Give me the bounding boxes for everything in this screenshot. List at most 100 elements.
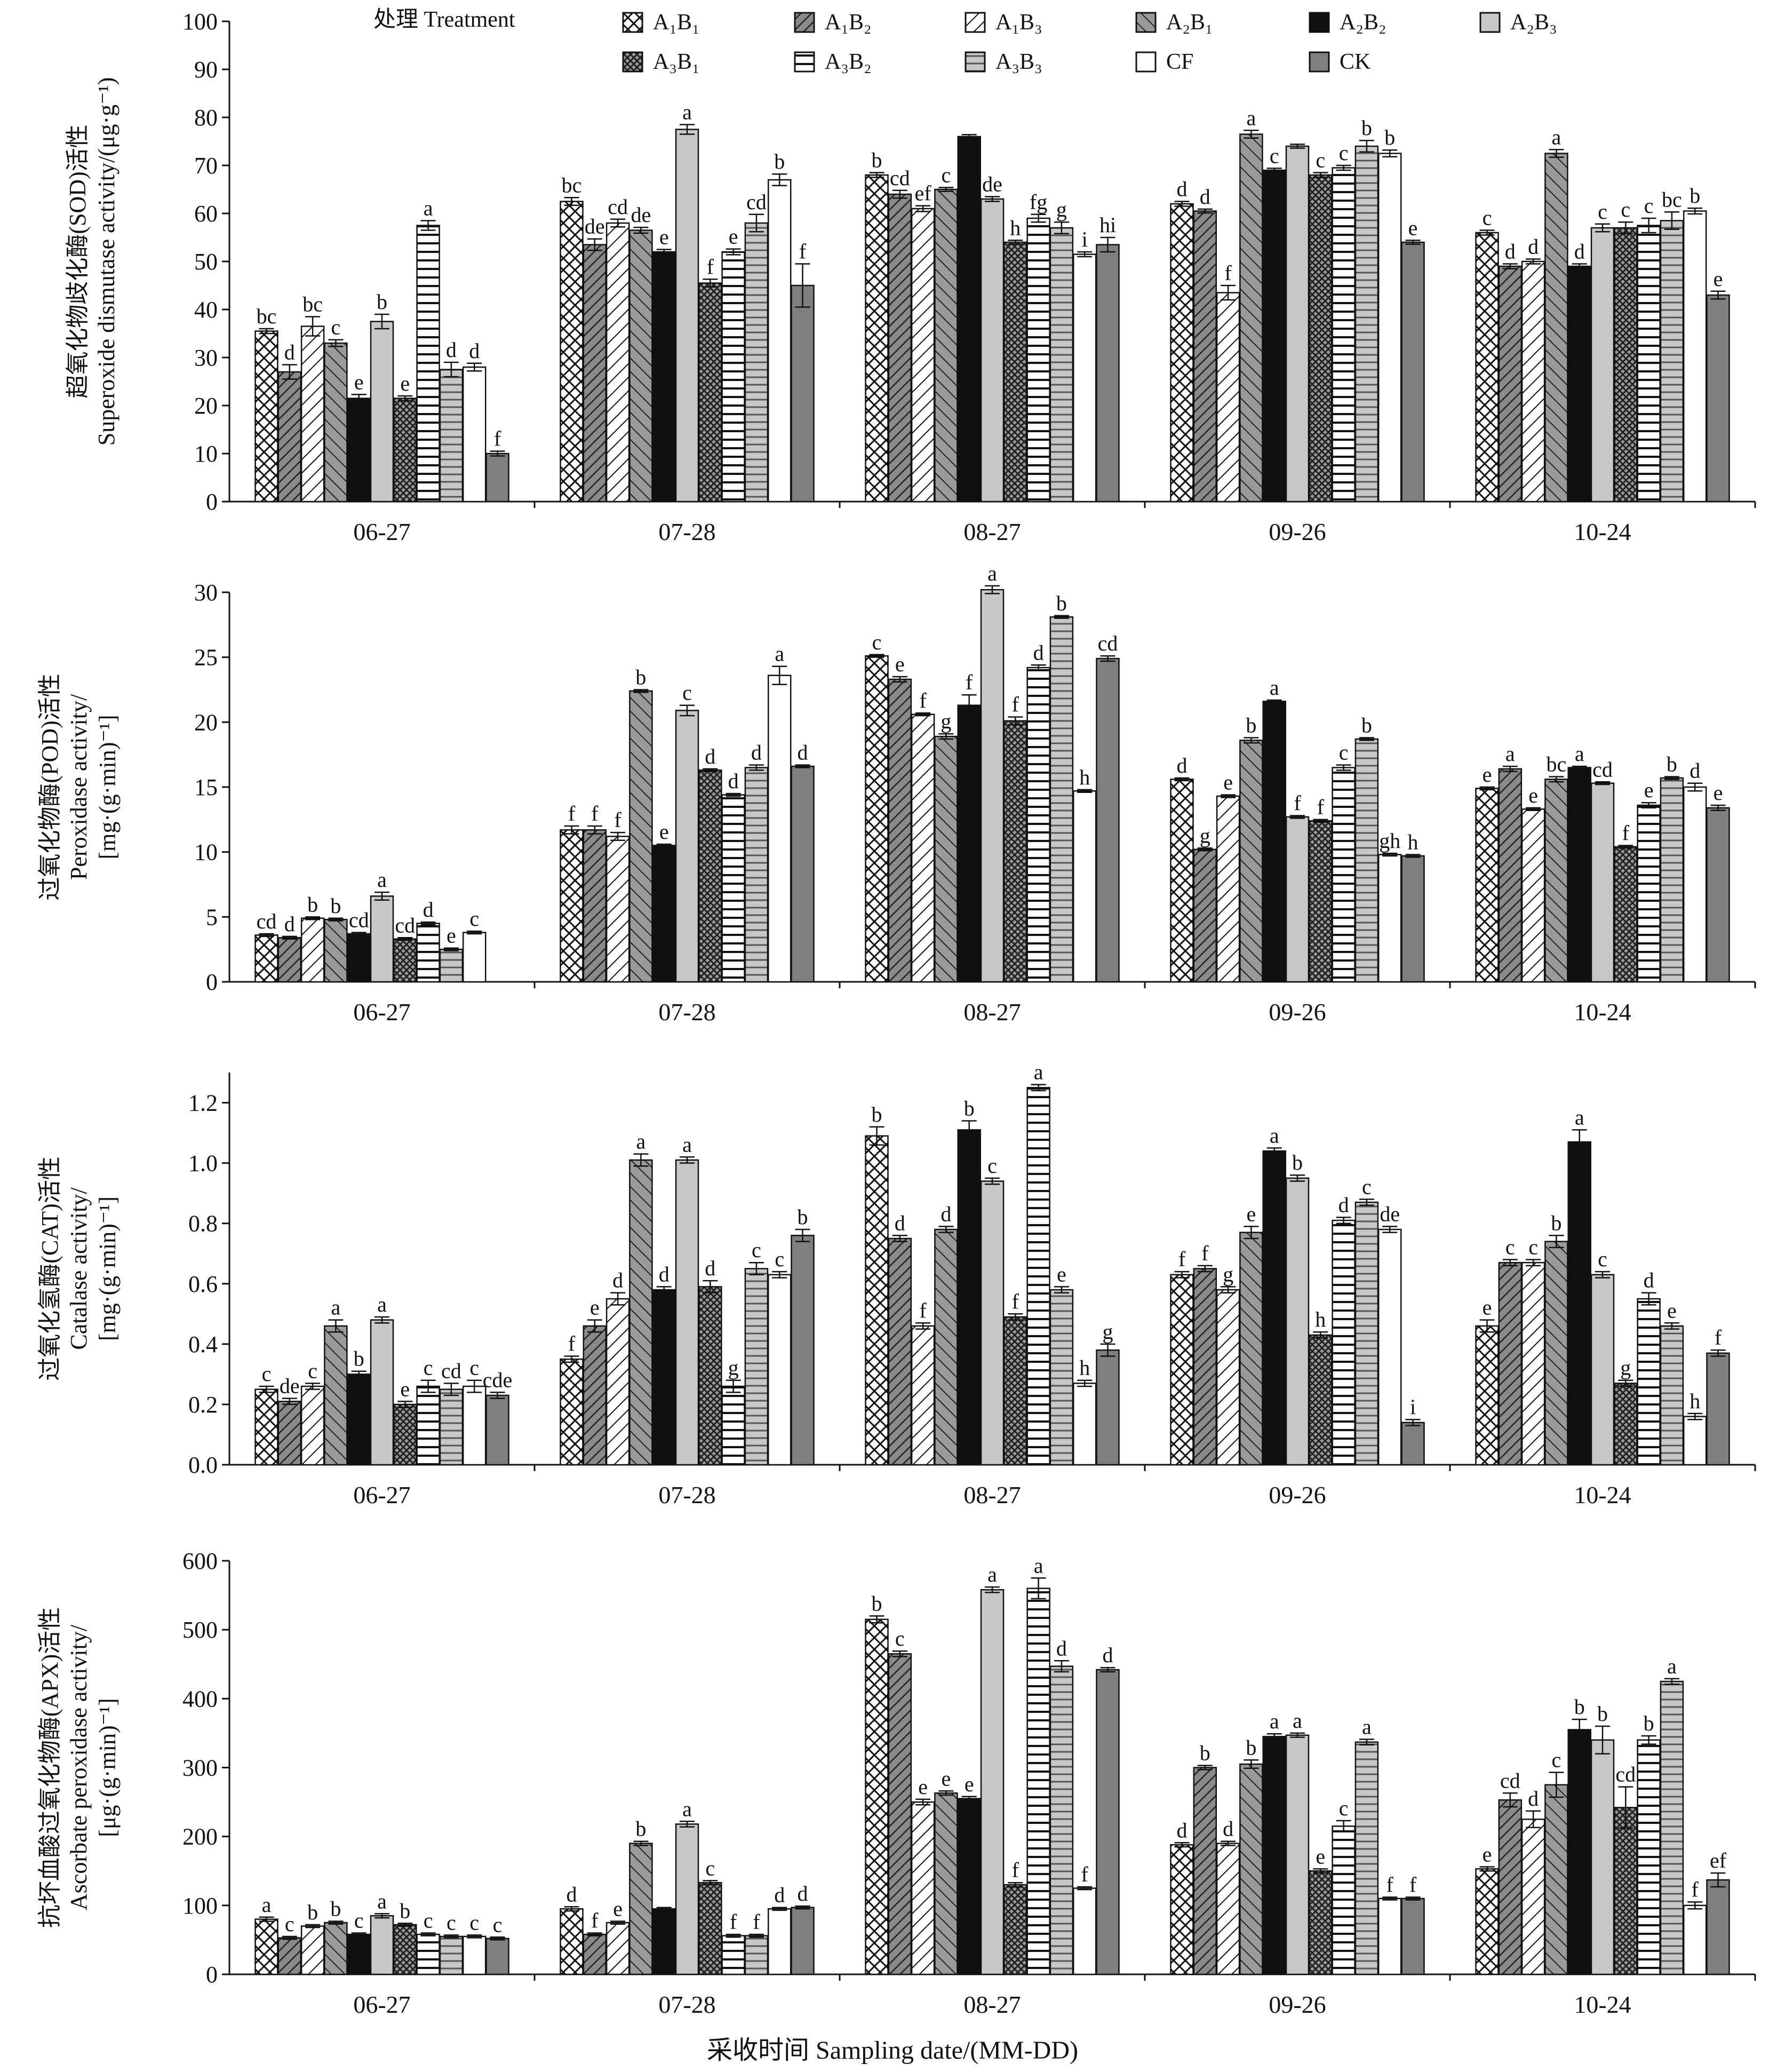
significance-label: b bbox=[1690, 184, 1700, 208]
legend-title: 处理 Treatment bbox=[373, 7, 515, 32]
legend-swatch bbox=[1479, 12, 1501, 33]
significance-label: b bbox=[1246, 1735, 1256, 1759]
significance-label: c bbox=[424, 1356, 433, 1380]
bar-white bbox=[1683, 786, 1707, 983]
significance-label: c bbox=[1483, 206, 1492, 230]
bar-gslash bbox=[324, 1922, 348, 1975]
bar-white bbox=[1377, 153, 1402, 503]
significance-label: a bbox=[1270, 1709, 1279, 1733]
significance-label: de bbox=[631, 203, 651, 227]
bar-hlines bbox=[1026, 217, 1050, 503]
y-tick-label: 300 bbox=[182, 1755, 218, 1781]
bar-black bbox=[1567, 767, 1591, 983]
significance-label: e bbox=[1528, 783, 1538, 807]
significance-label: f bbox=[1715, 1325, 1722, 1349]
significance-label: cd bbox=[395, 913, 415, 937]
significance-label: c bbox=[775, 1247, 784, 1271]
bar-hgray bbox=[1049, 616, 1074, 983]
bar-hgray bbox=[744, 767, 769, 983]
bar-white bbox=[767, 179, 792, 503]
significance-label: h bbox=[1315, 1307, 1326, 1331]
bar-lightgray bbox=[1590, 1274, 1615, 1466]
bar-lightgray bbox=[1590, 1739, 1615, 1975]
bar-darkgray bbox=[1401, 855, 1425, 983]
bar-black bbox=[957, 136, 981, 503]
bar-hgray bbox=[439, 1388, 464, 1466]
y-tick-label: 30 bbox=[194, 345, 218, 371]
significance-label: a bbox=[682, 100, 692, 124]
bar-hatchdk bbox=[1498, 265, 1523, 503]
y-axis-title-unit: [μg·(g·min)⁻¹] bbox=[94, 1698, 121, 1837]
y-tick-label: 25 bbox=[194, 645, 218, 671]
significance-label: d bbox=[1177, 753, 1188, 777]
bar-darkgray bbox=[1096, 1669, 1120, 1975]
significance-label: a bbox=[1362, 1715, 1372, 1739]
significance-label: f bbox=[1081, 1862, 1089, 1886]
significance-label: cd bbox=[1615, 1763, 1636, 1787]
bar-hatchdk bbox=[888, 1653, 912, 1975]
bar-darkgray bbox=[791, 1907, 815, 1975]
bar-bslash bbox=[1216, 1843, 1240, 1975]
x-tick-label: 07-28 bbox=[658, 1481, 715, 1509]
chart-panel-3: 0.0 0.2 0.4 0.6 0.8 1.0 1.2 06-27 07-28 08-27 09-2… bbox=[37, 1060, 1756, 1509]
y-tick-label: 600 bbox=[182, 1548, 218, 1574]
significance-label: f bbox=[591, 1909, 599, 1933]
bar-bslash bbox=[1521, 260, 1545, 503]
significance-label: f bbox=[1386, 1872, 1394, 1896]
bar-darkgray bbox=[1401, 241, 1425, 503]
significance-label: c bbox=[308, 1359, 317, 1383]
significance-label: a bbox=[1575, 742, 1584, 766]
significance-label: cd bbox=[890, 166, 910, 190]
significance-label: d bbox=[1033, 640, 1044, 664]
bar-gslash bbox=[1239, 133, 1263, 503]
significance-label: d bbox=[705, 744, 715, 768]
significance-label: c bbox=[682, 681, 692, 705]
significance-label: e bbox=[1247, 1202, 1256, 1226]
significance-label: g bbox=[728, 1356, 739, 1380]
bar-hgray bbox=[1354, 1201, 1379, 1466]
significance-label: f bbox=[919, 1298, 927, 1322]
significance-label: d bbox=[728, 769, 739, 793]
bar-bslash bbox=[300, 1385, 325, 1466]
bar-bslash bbox=[605, 222, 630, 503]
significance-label: b bbox=[1246, 713, 1256, 737]
significance-label: c bbox=[705, 1856, 715, 1880]
bar-gslash bbox=[324, 918, 348, 983]
y-tick-label: 400 bbox=[182, 1686, 218, 1712]
bar-cross bbox=[254, 934, 278, 983]
y-axis-title-en: Catalase activity/ bbox=[66, 1187, 92, 1350]
significance-label: e bbox=[942, 1766, 951, 1790]
significance-label: cd bbox=[608, 195, 628, 219]
significance-label: b bbox=[1574, 1695, 1585, 1719]
significance-label: d bbox=[423, 898, 434, 922]
bar-dots bbox=[393, 1403, 417, 1466]
x-tick-label: 06-27 bbox=[353, 1991, 410, 2018]
significance-label: c bbox=[987, 1154, 997, 1178]
bar-hatchdk bbox=[277, 1937, 302, 1975]
bar-lightgray bbox=[675, 129, 699, 503]
bar-black bbox=[347, 1374, 371, 1466]
significance-label: g bbox=[1620, 1356, 1631, 1380]
bar-cross bbox=[560, 1358, 584, 1466]
bar-hgray bbox=[1354, 738, 1379, 983]
bar-gslash bbox=[1544, 779, 1568, 983]
significance-label: c bbox=[285, 1912, 294, 1936]
y-tick-label: 0 bbox=[206, 489, 218, 515]
bar-black bbox=[1567, 1141, 1591, 1466]
significance-label: d bbox=[1223, 1817, 1233, 1841]
significance-label: ef bbox=[1710, 1848, 1727, 1872]
significance-label: a bbox=[987, 561, 997, 585]
bar-gslash bbox=[1239, 740, 1263, 983]
significance-label: d bbox=[1200, 185, 1210, 209]
significance-label: e bbox=[729, 225, 738, 249]
bar-hgray bbox=[1049, 1665, 1074, 1975]
bar-cross bbox=[865, 174, 889, 503]
bar-gslash bbox=[934, 735, 958, 983]
bar-hatchdk bbox=[1193, 848, 1217, 983]
bar-bslash bbox=[1216, 1289, 1240, 1466]
significance-label: c bbox=[1621, 197, 1630, 221]
significance-label: f bbox=[730, 1910, 737, 1934]
bar-hlines bbox=[416, 1385, 440, 1466]
significance-label: d bbox=[1505, 240, 1516, 264]
